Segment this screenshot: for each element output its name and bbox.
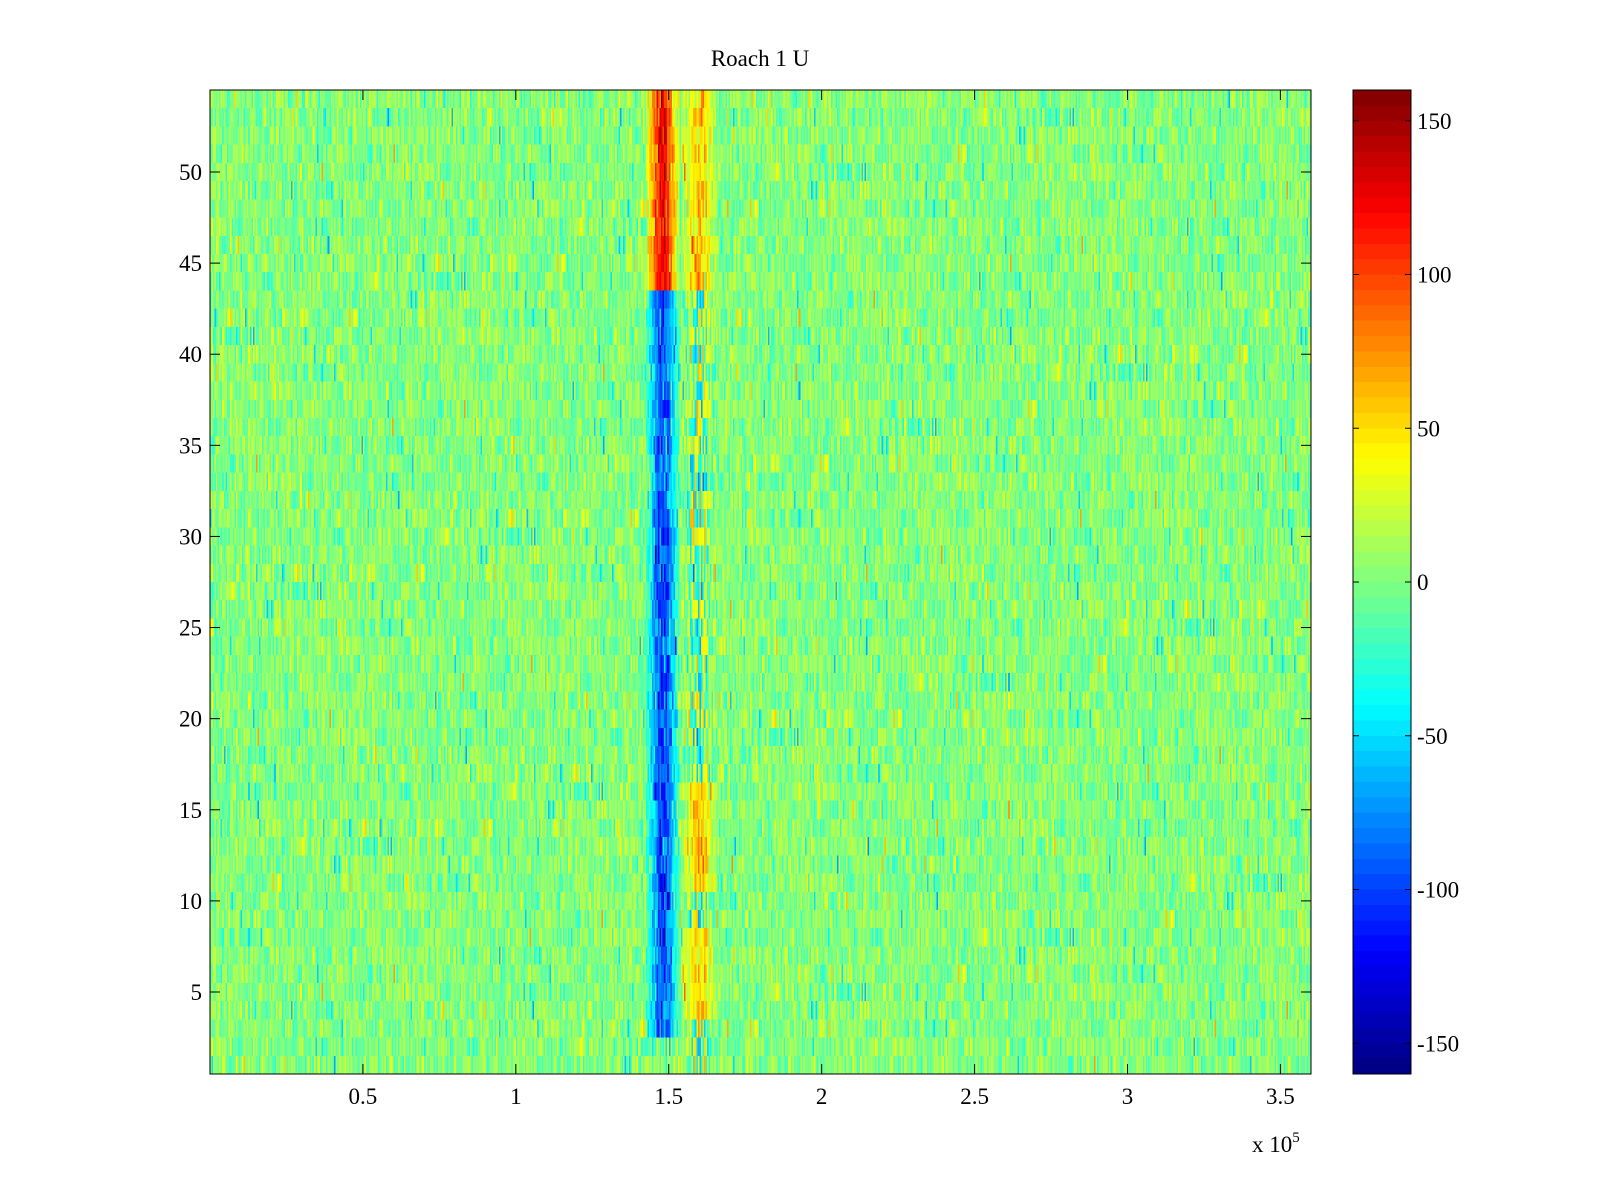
x-axis-ticks: 0.5 1 1.5 2 2.5 3 3.5 (349, 90, 1295, 1109)
colorbar-tick-label: 150 (1417, 109, 1452, 134)
y-tick-label: 5 (191, 980, 203, 1005)
y-tick-label: 20 (179, 707, 202, 732)
x-exponent-base: x 10 (1252, 1132, 1292, 1157)
heatmap-plot: 0.5 1 1.5 2 2.5 3 3.5 5 10 15 20 25 30 35 40 45 50 x 10… (179, 89, 1312, 1157)
x-tick-label: 0.5 (349, 1084, 378, 1109)
x-tick-label: 1.5 (654, 1084, 683, 1109)
y-tick-label: 15 (179, 798, 202, 823)
y-tick-label: 45 (179, 251, 202, 276)
y-tick-label: 50 (179, 160, 202, 185)
colorbar: 150 100 50 0 -50 -100 -150 (1352, 89, 1459, 1075)
x-exponent-label: x 105 (1252, 1130, 1300, 1157)
y-axis-ticks: 5 10 15 20 25 30 35 40 45 50 (179, 160, 1311, 1005)
y-tick-label: 30 (179, 524, 202, 549)
x-tick-label: 2.5 (960, 1084, 989, 1109)
x-tick-label: 1 (510, 1084, 522, 1109)
y-tick-label: 25 (179, 616, 202, 641)
x-tick-label: 3 (1122, 1084, 1134, 1109)
heatmap-cells (210, 90, 1311, 1074)
x-exponent-power: 5 (1292, 1130, 1300, 1146)
y-tick-label: 10 (179, 889, 202, 914)
colorbar-tick-label: -150 (1417, 1031, 1459, 1056)
colorbar-ticks: 150 100 50 0 -50 -100 -150 (1353, 109, 1459, 1056)
colorbar-tick-label: -100 (1417, 878, 1459, 903)
colorbar-tick-label: 0 (1417, 570, 1429, 595)
y-tick-label: 40 (179, 342, 202, 367)
colorbar-gradient (1353, 90, 1411, 1074)
x-tick-label: 3.5 (1266, 1084, 1295, 1109)
colorbar-tick-label: -50 (1417, 724, 1448, 749)
y-tick-label: 35 (179, 433, 202, 458)
colorbar-tick-label: 100 (1417, 263, 1452, 288)
colorbar-tick-label: 50 (1417, 416, 1440, 441)
chart-title: Roach 1 U (711, 46, 810, 71)
plot-frame (209, 89, 1312, 1075)
x-tick-label: 2 (816, 1084, 828, 1109)
